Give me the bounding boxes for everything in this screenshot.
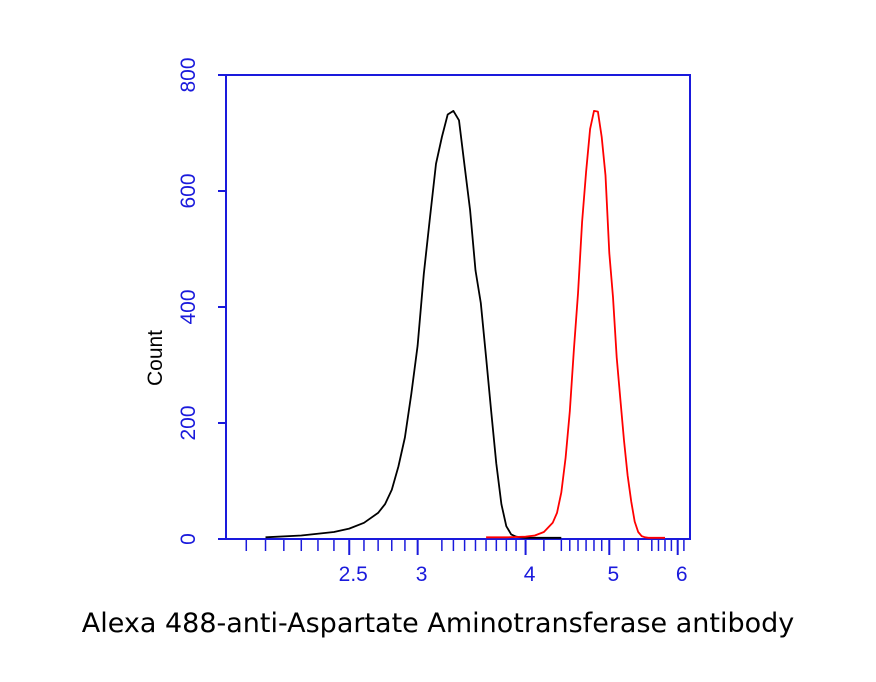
x-tick-label: 2.5	[339, 563, 368, 586]
y-tick-label: 400	[177, 289, 200, 324]
x-tick-label: 3	[416, 563, 428, 586]
figure-caption: Alexa 488-anti-Aspartate Aminotransferas…	[81, 608, 795, 639]
series-line-1	[265, 110, 562, 539]
y-ticks: 0 200 400 600 800	[177, 57, 226, 545]
y-tick-label: 0	[177, 533, 200, 545]
y-tick-label: 800	[177, 57, 200, 92]
histogram-chart: Count 0 200 400 600 800 2.5 3 4 5 6	[144, 57, 691, 586]
y-axis-label: Count	[144, 330, 167, 386]
series-lines	[265, 110, 665, 539]
series-line-2	[486, 110, 665, 539]
y-tick-label: 600	[177, 173, 200, 208]
plot-frame	[225, 74, 691, 540]
x-ticks: 2.5 3 4 5 6	[245, 539, 688, 586]
x-tick-label: 4	[524, 563, 536, 586]
y-tick-label: 200	[177, 405, 200, 440]
x-tick-label: 6	[676, 563, 688, 586]
x-tick-label: 5	[607, 563, 619, 586]
